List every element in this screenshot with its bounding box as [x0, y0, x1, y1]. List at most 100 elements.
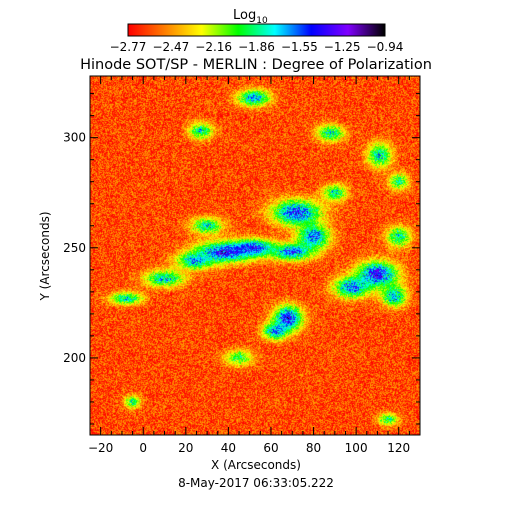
colorbar-cell — [212, 24, 214, 36]
colorbar-cell — [237, 24, 239, 36]
colorbar-cell — [312, 24, 314, 36]
colorbar-cell — [287, 24, 289, 36]
colorbar-cell — [378, 24, 380, 36]
colorbar-cell — [181, 24, 183, 36]
colorbar-cell — [368, 24, 370, 36]
y-axis-label: Y (Arcseconds) — [38, 211, 52, 301]
colorbar-cell — [348, 24, 350, 36]
colorbar-cell — [338, 24, 340, 36]
colorbar-cell — [327, 24, 329, 36]
colorbar-cell — [308, 24, 310, 36]
colorbar-cell — [208, 24, 210, 36]
x-tick-label: 20 — [178, 441, 193, 455]
colorbar-cell — [187, 24, 189, 36]
colorbar-cell — [217, 24, 219, 36]
colorbar-cell — [173, 24, 175, 36]
colorbar-cell — [383, 24, 385, 36]
colorbar-cell — [145, 24, 147, 36]
colorbar-cell — [267, 24, 269, 36]
colorbar-cell — [199, 24, 201, 36]
colorbar-cell — [351, 24, 353, 36]
colorbar-cell — [288, 24, 290, 36]
colorbar-cell — [245, 24, 247, 36]
colorbar-cell — [280, 24, 282, 36]
colorbar-cell — [202, 24, 204, 36]
y-tick-label: 250 — [63, 241, 86, 255]
colorbar-cell — [159, 24, 161, 36]
colorbar-cell — [168, 24, 170, 36]
colorbar-cell — [344, 24, 346, 36]
colorbar-cell — [191, 24, 193, 36]
colorbar-cell — [373, 24, 375, 36]
colorbar-tick-label: −1.55 — [281, 40, 318, 54]
colorbar-cell — [274, 24, 276, 36]
colorbar-cell — [209, 24, 211, 36]
colorbar-cell — [247, 24, 249, 36]
colorbar-cell — [135, 24, 137, 36]
colorbar-cell — [285, 24, 287, 36]
colorbar-tick-label: −1.86 — [238, 40, 275, 54]
colorbar-cell — [329, 24, 331, 36]
colorbar-cell — [315, 24, 317, 36]
colorbar-cell — [283, 24, 285, 36]
colorbar-frame — [127, 23, 386, 37]
colorbar-cell — [206, 24, 208, 36]
colorbar-cell — [224, 24, 226, 36]
colorbar-cell — [141, 24, 143, 36]
colorbar-cell — [270, 24, 272, 36]
colorbar-cell — [254, 24, 256, 36]
colorbar-cell — [190, 24, 192, 36]
colorbar-cell — [233, 24, 235, 36]
colorbar-cell — [236, 24, 238, 36]
colorbar-cell — [228, 24, 230, 36]
colorbar-cell — [319, 24, 321, 36]
colorbar-cell — [290, 24, 292, 36]
colorbar-cell — [359, 24, 361, 36]
colorbar-cell — [331, 24, 333, 36]
colorbar-cell — [253, 24, 255, 36]
colorbar-cell — [277, 24, 279, 36]
colorbar-cell — [167, 24, 169, 36]
colorbar-cell — [251, 24, 253, 36]
colorbar-cell — [360, 24, 362, 36]
colorbar-cell — [132, 24, 134, 36]
colorbar: Log10 −2.77 −2.47 −2.16 −1.86 −1.55 −1.25 −0.9… — [110, 8, 404, 54]
colorbar-cell — [179, 24, 181, 36]
colorbar-tick-label: −0.94 — [367, 40, 404, 54]
y-tick-label: 300 — [63, 131, 86, 145]
colorbar-cell — [334, 24, 336, 36]
colorbar-cell — [169, 24, 171, 36]
colorbar-cell — [340, 24, 342, 36]
colorbar-cell — [336, 24, 338, 36]
colorbar-cell — [256, 24, 258, 36]
colorbar-cell — [156, 24, 158, 36]
colorbar-cell — [268, 24, 270, 36]
colorbar-cell — [266, 24, 268, 36]
colorbar-cell — [216, 24, 218, 36]
colorbar-cell — [279, 24, 281, 36]
colorbar-cell — [337, 24, 339, 36]
colorbar-cell — [198, 24, 200, 36]
colorbar-cell — [161, 24, 163, 36]
colorbar-cell — [222, 24, 224, 36]
colorbar-cell — [300, 24, 302, 36]
colorbar-cell — [316, 24, 318, 36]
colorbar-cell — [234, 24, 236, 36]
colorbar-cell — [281, 24, 283, 36]
colorbar-cell — [241, 24, 243, 36]
colorbar-cell — [136, 24, 138, 36]
colorbar-cell — [349, 24, 351, 36]
x-tick-label: 100 — [345, 441, 368, 455]
colorbar-cell — [286, 24, 288, 36]
colorbar-cell — [335, 24, 337, 36]
colorbar-cell — [185, 24, 187, 36]
colorbar-cell — [211, 24, 213, 36]
colorbar-cell — [367, 24, 369, 36]
colorbar-cell — [343, 24, 345, 36]
colorbar-cell — [248, 24, 250, 36]
colorbar-cell — [313, 24, 315, 36]
colorbar-cell — [263, 24, 265, 36]
colorbar-cell — [346, 24, 348, 36]
colorbar-cell — [328, 24, 330, 36]
